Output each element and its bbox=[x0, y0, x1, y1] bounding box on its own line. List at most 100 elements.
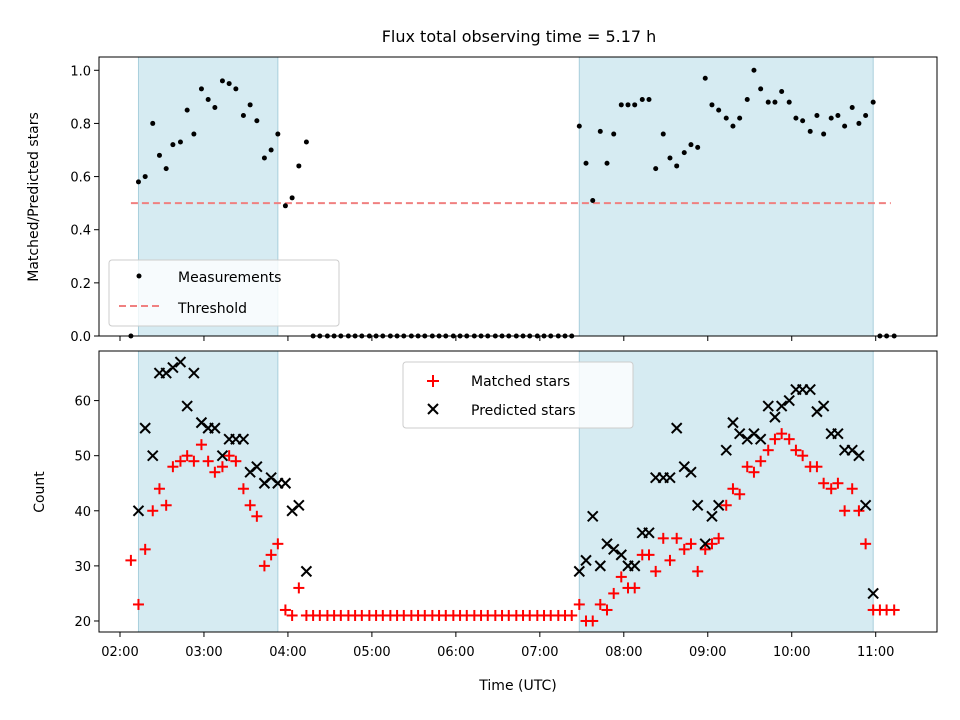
matched-star-point bbox=[195, 439, 207, 451]
measurement-point bbox=[849, 104, 855, 110]
matched-star-point bbox=[657, 532, 669, 544]
measurement-point bbox=[702, 75, 708, 81]
matched-star-point bbox=[615, 571, 627, 583]
measurement-point bbox=[611, 131, 617, 137]
measurement-point bbox=[786, 99, 792, 105]
measurement-point bbox=[800, 118, 806, 124]
measurement-point bbox=[856, 120, 862, 126]
measurement-point bbox=[765, 99, 771, 105]
bottom-y-tick-label: 30 bbox=[74, 560, 91, 575]
matched-star-point bbox=[664, 554, 676, 566]
chart-title: Flux total observing time = 5.17 h bbox=[382, 27, 657, 46]
measurement-point bbox=[744, 97, 750, 103]
measurement-point bbox=[695, 144, 701, 150]
top-shading-band-1 bbox=[578, 56, 874, 337]
predicted-star-point bbox=[580, 554, 592, 567]
matched-star-point bbox=[748, 466, 760, 478]
x-axis-label: Time (UTC) bbox=[478, 678, 556, 694]
top-y-tick-label: 0.2 bbox=[70, 277, 91, 292]
predicted-star-point bbox=[733, 427, 746, 440]
measurement-point bbox=[219, 78, 225, 84]
matched-star-point bbox=[860, 538, 872, 550]
measurement-point bbox=[688, 142, 694, 148]
matched-star-point bbox=[188, 455, 200, 467]
predicted-star-point bbox=[775, 400, 788, 412]
matched-star-point bbox=[230, 455, 242, 467]
measurement-point bbox=[268, 147, 274, 153]
top-y-tick-label: 0.8 bbox=[70, 117, 91, 132]
predicted-star-point bbox=[594, 560, 606, 572]
predicted-star-point bbox=[699, 538, 711, 550]
matched-star-point bbox=[832, 477, 844, 489]
predicted-star-point bbox=[279, 477, 292, 489]
predicted-star-point bbox=[670, 422, 683, 434]
measurement-point bbox=[653, 166, 659, 172]
matched-star-point bbox=[846, 483, 858, 495]
measurement-point bbox=[205, 97, 211, 103]
matched-star-point bbox=[566, 609, 578, 621]
measurement-point bbox=[254, 118, 260, 124]
bot-shading-band-0 bbox=[137, 350, 279, 633]
matched-star-point bbox=[692, 565, 704, 577]
matched-star-point bbox=[594, 598, 606, 610]
predicted-star-point bbox=[167, 361, 179, 374]
predicted-star-point bbox=[608, 543, 620, 556]
bottom-legend: Matched stars Predicted stars bbox=[402, 361, 634, 429]
measurement-point bbox=[639, 97, 645, 103]
top-y-tick-label: 0.0 bbox=[70, 330, 91, 345]
matched-star-point bbox=[132, 598, 144, 610]
measurement-point bbox=[835, 112, 841, 118]
predicted-star-point bbox=[587, 510, 599, 523]
measurement-point bbox=[716, 107, 722, 113]
measurement-point bbox=[618, 102, 624, 108]
measurement-point bbox=[135, 179, 141, 185]
predicted-star-point bbox=[629, 560, 641, 572]
measurement-point bbox=[576, 123, 582, 129]
x-tick-label: 11:00 bbox=[857, 645, 894, 660]
measurement-point bbox=[779, 89, 785, 95]
matched-star-point bbox=[685, 538, 697, 550]
measurement-point bbox=[170, 142, 176, 148]
matched-star-point bbox=[153, 483, 165, 495]
top-y-tick-label: 0.4 bbox=[70, 224, 91, 239]
measurement-point bbox=[184, 107, 190, 113]
measurement-point bbox=[583, 160, 589, 166]
measurement-point bbox=[233, 86, 239, 92]
matched-star-point bbox=[741, 461, 753, 473]
matched-star-point bbox=[223, 450, 235, 462]
matched-star-point bbox=[811, 461, 823, 473]
measurement-point bbox=[142, 174, 148, 180]
predicted-star-point bbox=[706, 510, 718, 523]
matched-star-point bbox=[853, 505, 865, 517]
legend-label-predicted: Predicted stars bbox=[471, 403, 576, 419]
matched-star-point bbox=[888, 604, 900, 616]
x-tick-label: 08:00 bbox=[605, 645, 642, 660]
matched-star-point bbox=[147, 505, 159, 517]
matched-star-point bbox=[174, 455, 186, 467]
measurement-point bbox=[163, 166, 169, 172]
predicted-star-point bbox=[859, 499, 872, 511]
measurement-point bbox=[807, 128, 813, 134]
predicted-star-point bbox=[237, 433, 250, 445]
predicted-star-point bbox=[174, 356, 187, 368]
measurement-point bbox=[296, 163, 302, 169]
matched-star-point bbox=[608, 587, 620, 599]
bottom-y-tick-label: 60 bbox=[74, 395, 91, 410]
measurement-point bbox=[632, 102, 638, 108]
predicted-star-point bbox=[181, 400, 193, 412]
bottom-y-tick-label: 20 bbox=[74, 615, 91, 630]
matched-star-point bbox=[244, 499, 256, 511]
measurement-point bbox=[709, 102, 715, 108]
measurement-point bbox=[198, 86, 204, 92]
matched-star-point bbox=[734, 488, 746, 500]
measurement-point bbox=[261, 155, 267, 161]
predicted-star-point bbox=[769, 411, 781, 423]
top-panel: 0.0 0.2 0.4 0.6 0.8 1.0 Matched/Predicted sta… bbox=[26, 56, 938, 345]
matched-star-point bbox=[279, 604, 291, 616]
measurement-point bbox=[667, 155, 673, 161]
matched-star-point bbox=[713, 532, 725, 544]
matched-star-point bbox=[202, 455, 214, 467]
measurement-point bbox=[191, 131, 197, 137]
bottom-panel: 20 30 40 50 60 02:00 03:00 04:00 05:00 06:00 07:00… bbox=[32, 350, 938, 694]
measurement-point bbox=[660, 131, 666, 137]
